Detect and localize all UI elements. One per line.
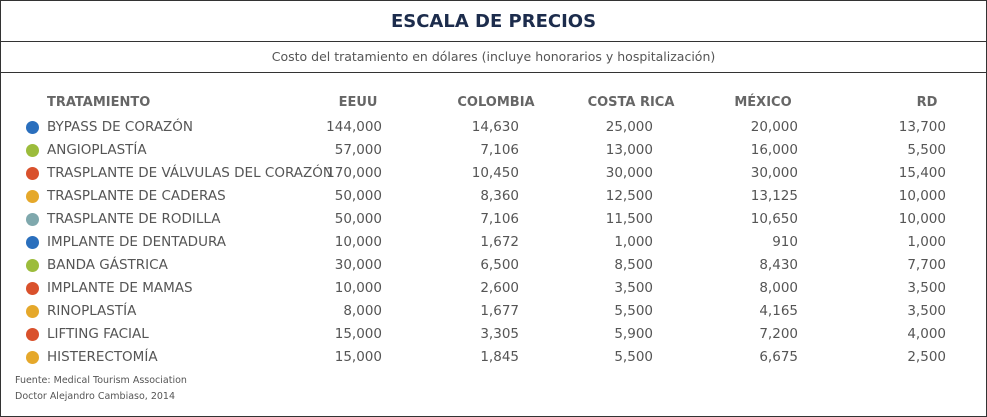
price-cell: 7,106 bbox=[480, 211, 519, 227]
price-cell: 1,845 bbox=[480, 349, 519, 365]
price-cell: 3,500 bbox=[907, 280, 946, 296]
price-cell: 910 bbox=[772, 234, 798, 250]
price-cell: 30,000 bbox=[605, 165, 653, 181]
price-cell: 3,305 bbox=[480, 326, 519, 342]
price-cell: 13,125 bbox=[750, 188, 798, 204]
treatment-name: IMPLANTE DE DENTADURA bbox=[47, 234, 227, 250]
price-cell: 1,672 bbox=[480, 234, 519, 250]
price-cell: 4,000 bbox=[907, 326, 946, 342]
price-cell: 15,000 bbox=[334, 349, 382, 365]
price-cell: 5,900 bbox=[614, 326, 653, 342]
price-cell: 12,500 bbox=[605, 188, 653, 204]
price-cell: 10,000 bbox=[898, 211, 946, 227]
credit: Doctor Alejandro Cambiaso, 2014 bbox=[15, 391, 176, 402]
price-cell: 2,500 bbox=[907, 349, 946, 365]
price-cell: 7,200 bbox=[759, 326, 798, 342]
price-cell: 30,000 bbox=[750, 165, 798, 181]
price-cell: 5,500 bbox=[614, 303, 653, 319]
treatment-name: RINOPLASTÍA bbox=[47, 303, 137, 319]
price-cell: 11,500 bbox=[605, 211, 653, 227]
price-cell: 10,450 bbox=[471, 165, 519, 181]
price-cell: 6,675 bbox=[759, 349, 798, 365]
price-cell: 30,000 bbox=[334, 257, 382, 273]
price-cell: 1,677 bbox=[480, 303, 519, 319]
price-cell: 50,000 bbox=[334, 188, 382, 204]
treatment-name: BYPASS DE CORAZÓN bbox=[47, 119, 194, 135]
price-cell: 170,000 bbox=[326, 165, 382, 181]
column-header: RD bbox=[916, 95, 938, 110]
row-dot bbox=[26, 282, 39, 295]
price-cell: 57,000 bbox=[334, 142, 382, 158]
price-cell: 5,500 bbox=[907, 142, 946, 158]
column-header: MÉXICO bbox=[734, 95, 792, 110]
row-dot bbox=[26, 305, 39, 318]
price-cell: 10,000 bbox=[334, 234, 382, 250]
price-cell: 8,360 bbox=[480, 188, 519, 204]
column-header: COSTA RICA bbox=[587, 95, 675, 110]
column-header: EEUU bbox=[338, 95, 378, 110]
price-cell: 20,000 bbox=[750, 119, 798, 135]
row-dot bbox=[26, 213, 39, 226]
price-cell: 25,000 bbox=[605, 119, 653, 135]
treatment-name: TRASPLANTE DE CADERAS bbox=[47, 188, 226, 204]
subtitle: Costo del tratamiento en dólares (incluy… bbox=[1, 42, 986, 73]
price-cell: 13,000 bbox=[605, 142, 653, 158]
treatment-name: ANGIOPLASTÍA bbox=[47, 142, 147, 158]
price-cell: 50,000 bbox=[334, 211, 382, 227]
row-dot bbox=[26, 328, 39, 341]
row-dot bbox=[26, 190, 39, 203]
price-cell: 144,000 bbox=[326, 119, 382, 135]
row-dot bbox=[26, 259, 39, 272]
treatment-name: HISTERECTOMÍA bbox=[47, 349, 158, 365]
price-cell: 6,500 bbox=[480, 257, 519, 273]
price-cell: 3,500 bbox=[907, 303, 946, 319]
price-cell: 8,500 bbox=[614, 257, 653, 273]
price-cell: 14,630 bbox=[471, 119, 519, 135]
price-cell: 8,000 bbox=[759, 280, 798, 296]
row-dot bbox=[26, 236, 39, 249]
price-cell: 10,650 bbox=[750, 211, 798, 227]
price-cell: 10,000 bbox=[898, 188, 946, 204]
title: ESCALA DE PRECIOS bbox=[1, 1, 986, 42]
price-cell: 16,000 bbox=[750, 142, 798, 158]
treatment-name: TRASPLANTE DE RODILLA bbox=[47, 211, 221, 227]
treatment-name: TRASPLANTE DE VÁLVULAS DEL CORAZÓN bbox=[47, 165, 333, 181]
column-header: COLOMBIA bbox=[457, 95, 535, 110]
row-dot bbox=[26, 121, 39, 134]
price-cell: 15,000 bbox=[334, 326, 382, 342]
price-cell: 1,000 bbox=[907, 234, 946, 250]
row-dot bbox=[26, 351, 39, 364]
price-cell: 7,700 bbox=[907, 257, 946, 273]
price-cell: 5,500 bbox=[614, 349, 653, 365]
price-cell: 4,165 bbox=[759, 303, 798, 319]
row-dot bbox=[26, 144, 39, 157]
price-cell: 10,000 bbox=[334, 280, 382, 296]
price-cell: 3,500 bbox=[614, 280, 653, 296]
price-cell: 2,600 bbox=[480, 280, 519, 296]
column-header: TRATAMIENTO bbox=[47, 95, 151, 110]
source: Fuente: Medical Tourism Association bbox=[15, 375, 187, 386]
price-cell: 13,700 bbox=[898, 119, 946, 135]
treatment-name: IMPLANTE DE MAMAS bbox=[47, 280, 193, 296]
row-dot bbox=[26, 167, 39, 180]
price-cell: 1,000 bbox=[614, 234, 653, 250]
treatment-name: BANDA GÁSTRICA bbox=[47, 257, 168, 273]
price-cell: 8,000 bbox=[343, 303, 382, 319]
treatment-name: LIFTING FACIAL bbox=[47, 326, 149, 342]
price-cell: 7,106 bbox=[480, 142, 519, 158]
price-cell: 15,400 bbox=[898, 165, 946, 181]
price-cell: 8,430 bbox=[759, 257, 798, 273]
